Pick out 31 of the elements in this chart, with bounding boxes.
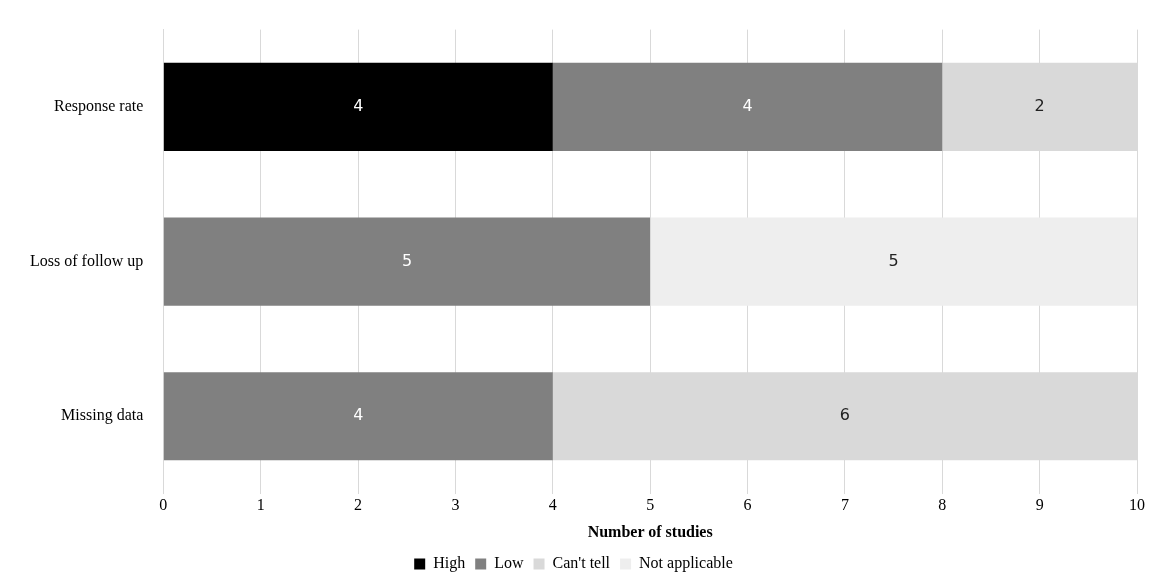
x-tick-label: 8 [938, 496, 947, 514]
data-label: 4 [353, 405, 364, 425]
legend-label: Low [494, 554, 524, 572]
bar [163, 217, 651, 306]
data-label: 5 [888, 250, 899, 270]
x-tick-label: 10 [1129, 496, 1145, 514]
x-tick-label: 2 [354, 496, 363, 514]
x-tick-label: 4 [548, 496, 557, 514]
bar [163, 372, 553, 461]
x-tick-label: 7 [840, 496, 849, 514]
legend-label: High [433, 554, 466, 573]
x-tick-label: 9 [1035, 496, 1044, 514]
legend-label: Not applicable [639, 554, 733, 573]
data-label: 4 [353, 96, 364, 116]
x-tick-label: 1 [256, 496, 265, 514]
data-label: 6 [839, 405, 850, 425]
y-tick-label: Loss of follow up [30, 251, 144, 270]
x-tick-label: 6 [743, 496, 752, 514]
y-tick-label: Missing data [61, 406, 144, 425]
x-tick-label: 3 [451, 496, 460, 514]
x-axis-title: Number of studies [587, 522, 713, 540]
bar [650, 217, 1137, 306]
data-label: 2 [1034, 96, 1045, 116]
x-tick-label: 5 [646, 496, 655, 514]
bar [163, 62, 553, 152]
bar [552, 62, 943, 152]
data-label: 5 [401, 250, 413, 270]
data-label: 4 [742, 96, 753, 116]
x-tick-label: 0 [159, 496, 168, 514]
legend-label: Can't tell [552, 554, 611, 572]
y-tick-label: Response rate [54, 97, 144, 116]
